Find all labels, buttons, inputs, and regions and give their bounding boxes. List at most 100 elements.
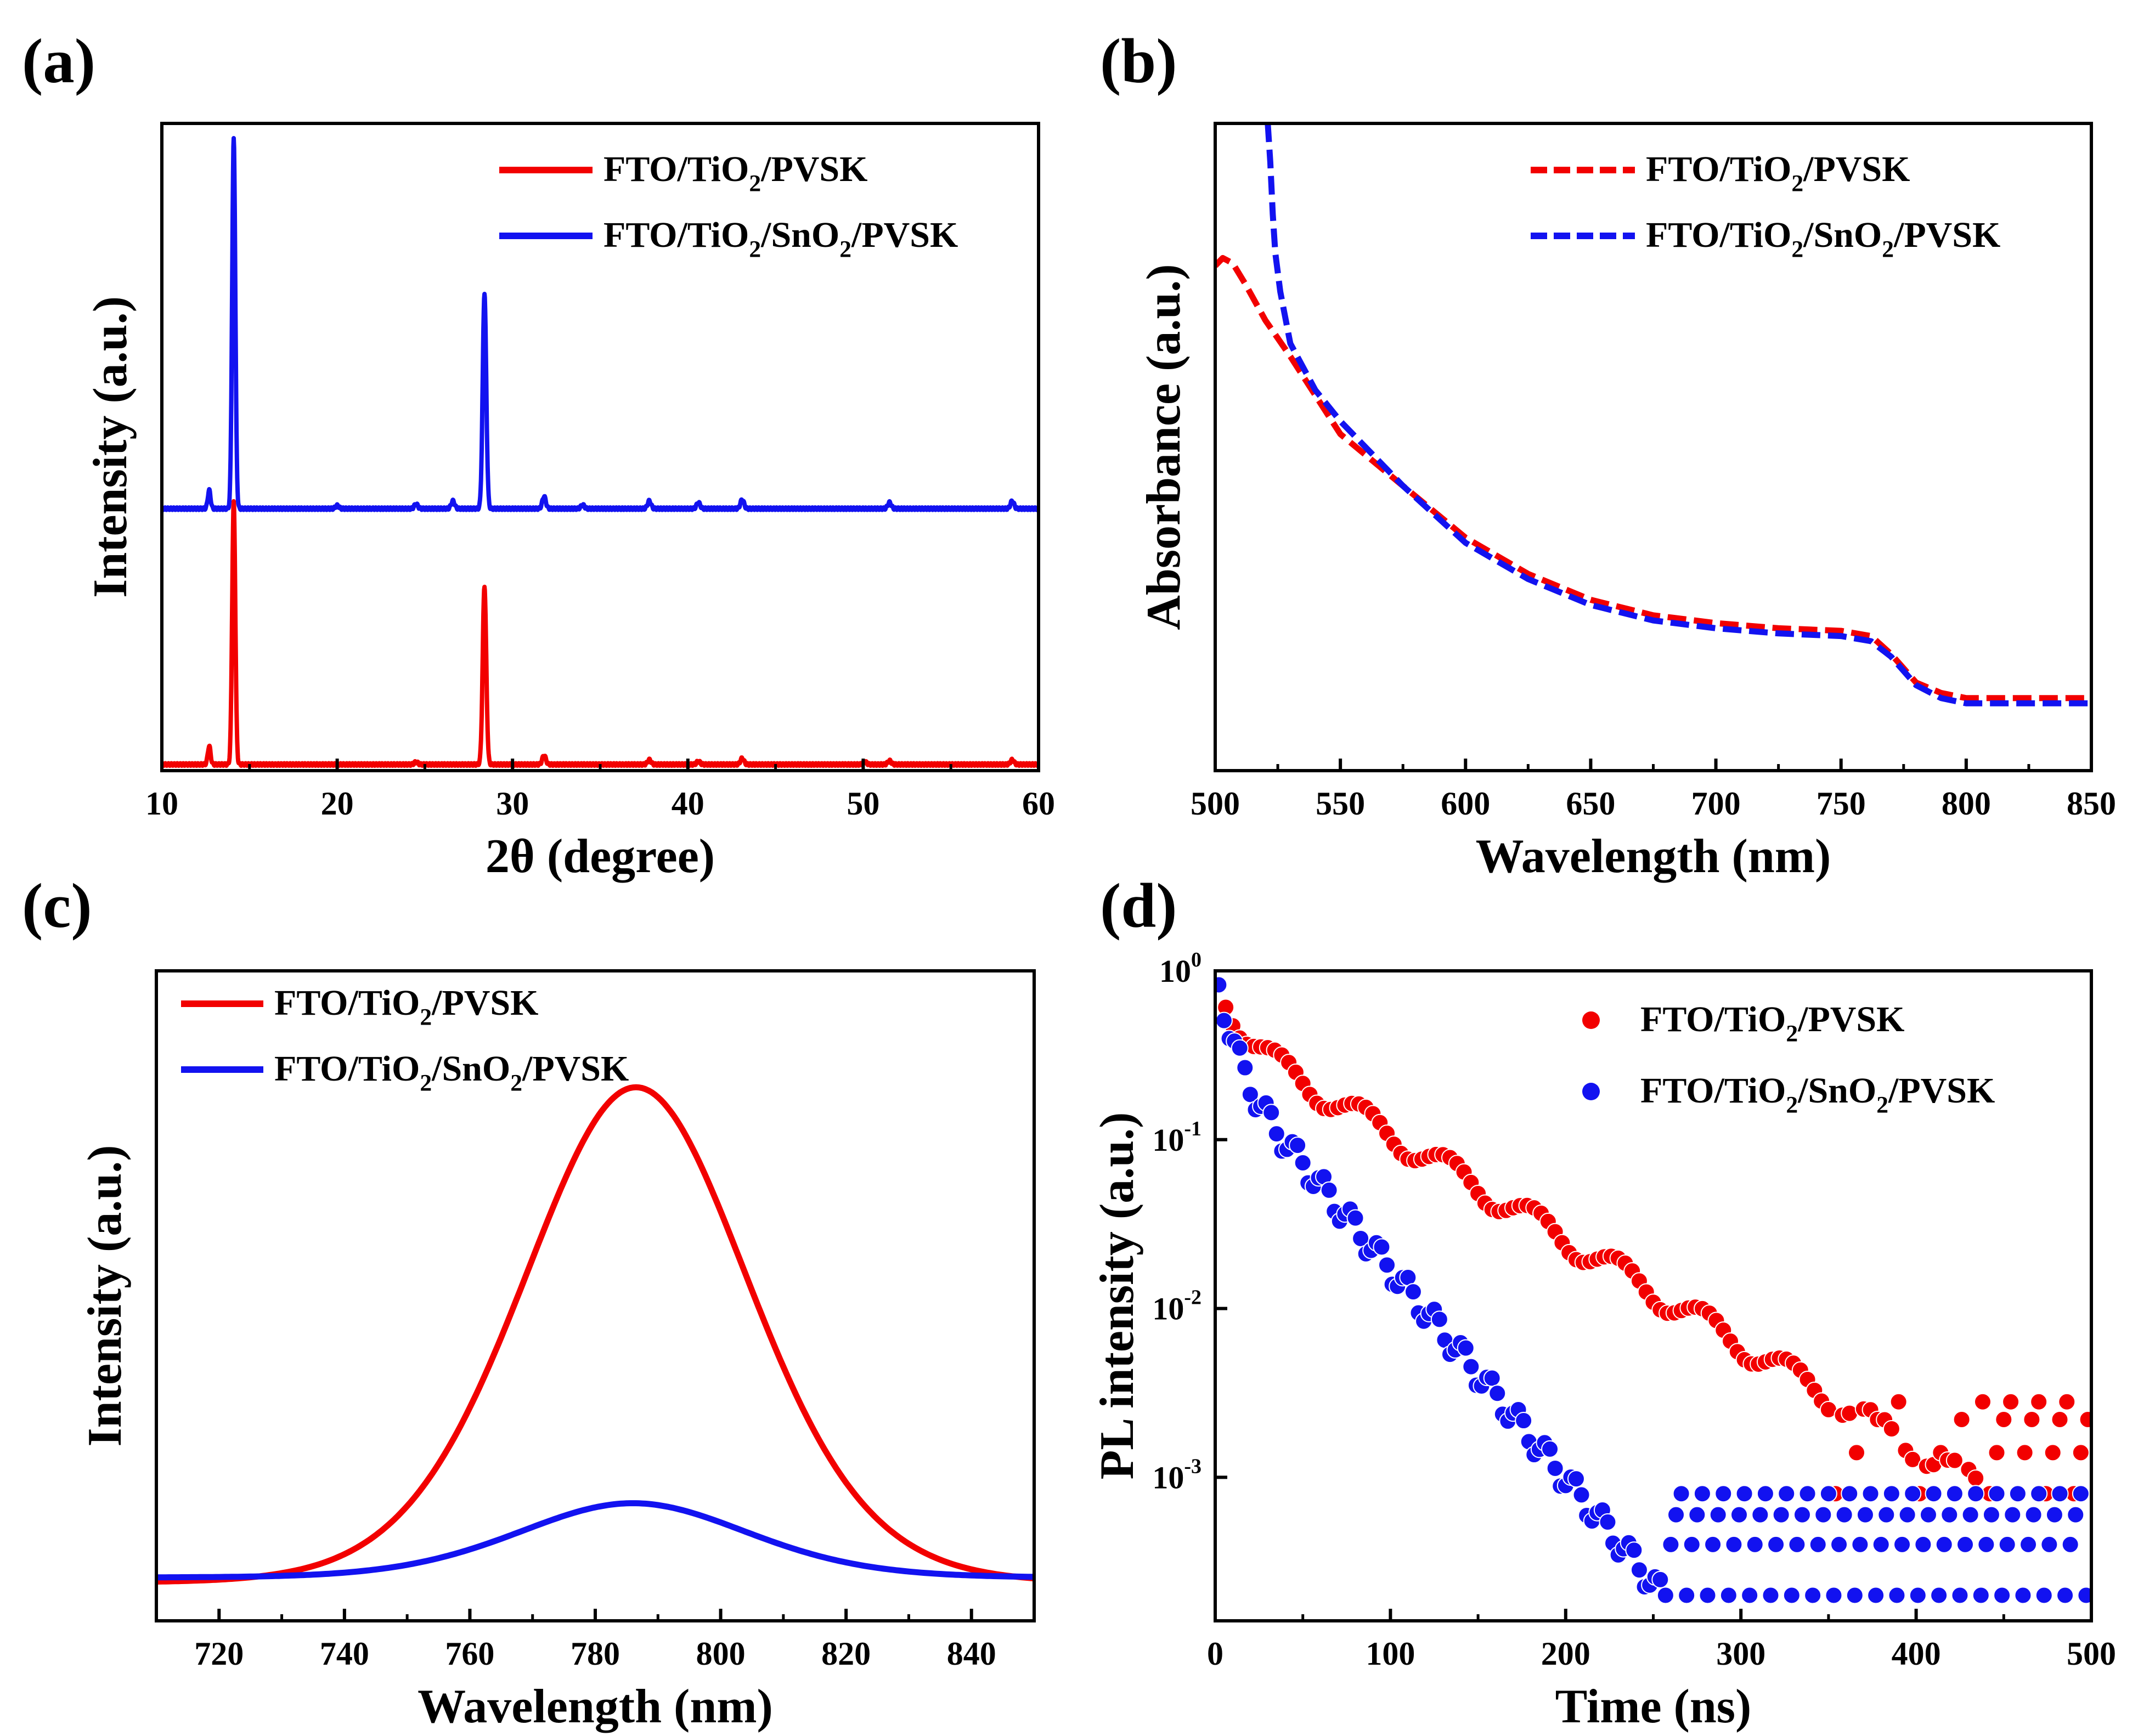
data-point (1982, 1506, 2000, 1524)
data-point (1919, 1506, 1937, 1524)
y-axis-label: Absorbance (a.u.) (1137, 264, 1191, 630)
x-tick-label: 600 (1441, 785, 1490, 822)
legend-item: FTO/TiO2/PVSK (181, 983, 538, 1030)
y-axis-label: Intensity (a.u.) (78, 1145, 132, 1446)
series-line (162, 499, 1039, 768)
y-tick-label: 10-3 (1152, 1455, 1201, 1495)
data-point (2051, 1410, 2069, 1428)
data-point (2023, 1410, 2041, 1428)
data-point (1756, 1485, 1774, 1503)
data-point (1267, 1125, 1285, 1143)
data-point (1725, 1535, 1743, 1553)
data-point (1993, 1586, 2011, 1604)
x-tick-label: 700 (1691, 785, 1741, 822)
data-point (1782, 1586, 1801, 1604)
data-point (1346, 1209, 1364, 1227)
panel-d: (d) 0 100 200 300 400 500 100 10-1 10-2 10-3 Time (… (1091, 871, 2116, 1733)
x-tick-label: 760 (445, 1636, 494, 1672)
legend-item: FTO/TiO2/SnO2/PVSK (499, 215, 958, 262)
data-point (1236, 1059, 1254, 1077)
data-point (1904, 1450, 1922, 1468)
data-point (1430, 1310, 1448, 1328)
y-tick-label: 10-1 (1152, 1117, 1201, 1158)
legend-label: FTO/TiO2/PVSK (603, 149, 867, 196)
data-point (1841, 1485, 1859, 1503)
data-point (1751, 1506, 1769, 1524)
data-point (1625, 1541, 1643, 1559)
data-point (1289, 1136, 1307, 1155)
data-point (1546, 1459, 1564, 1477)
x-tick-label: 20 (321, 785, 354, 822)
data-point (1683, 1535, 1701, 1553)
series-line (162, 135, 1039, 512)
x-tick-label: 650 (1566, 785, 1615, 822)
data-point (1856, 1506, 1874, 1524)
data-point (1231, 1039, 1249, 1057)
series-line (1215, 255, 2091, 702)
data-point (2044, 1444, 2062, 1462)
data-point (1961, 1506, 1979, 1524)
panel-label: (b) (1100, 26, 1177, 96)
data-point (1882, 1485, 1900, 1503)
data-point (1988, 1485, 2006, 1503)
legend-item: FTO/TiO2/SnO2/PVSK (181, 1049, 629, 1096)
x-tick-label: 820 (821, 1636, 871, 1672)
data-point (1767, 1535, 1785, 1553)
data-point (1956, 1535, 1975, 1553)
data-point (1882, 1420, 1900, 1438)
data-point (1662, 1535, 1680, 1553)
x-tick-label: 740 (320, 1636, 369, 1672)
x-axis-label: Time (ns) (1555, 1680, 1752, 1733)
data-point (1867, 1586, 1885, 1604)
x-tick-label: 780 (571, 1636, 620, 1672)
x-tick-label: 500 (2067, 1636, 2116, 1672)
data-point (1872, 1535, 1890, 1553)
data-point (1877, 1506, 1896, 1524)
data-point (2051, 1485, 2069, 1503)
data-point (1809, 1535, 1827, 1553)
data-point (1825, 1586, 1843, 1604)
data-point (1819, 1485, 1837, 1503)
data-point (1861, 1485, 1880, 1503)
legend-label: FTO/TiO2/PVSK (1646, 149, 1910, 196)
data-point (2072, 1444, 2090, 1462)
data-point (1945, 1485, 1964, 1503)
data-point (1814, 1506, 1832, 1524)
data-point (2040, 1535, 2058, 1553)
x-tick-label: 720 (194, 1636, 244, 1672)
data-point (1672, 1485, 1690, 1503)
data-point (2024, 1506, 2043, 1524)
legend-label: FTO/TiO2/SnO2/PVSK (274, 1049, 629, 1096)
data-point (2045, 1506, 2063, 1524)
data-point (1909, 1586, 1927, 1604)
data-point (2009, 1485, 2027, 1503)
data-point (1567, 1470, 1585, 1488)
data-point (1215, 1011, 1233, 1030)
x-tick-label: 800 (696, 1636, 746, 1672)
data-point (2004, 1506, 2022, 1524)
x-tick-label: 50 (847, 785, 879, 822)
data-point (1320, 1181, 1338, 1199)
x-axis-label: 2θ (degree) (486, 830, 715, 883)
series-line (156, 1084, 1034, 1585)
data-point (1709, 1506, 1727, 1524)
data-point (1953, 1410, 1971, 1428)
data-point (1667, 1506, 1685, 1524)
data-point (1462, 1358, 1480, 1376)
data-point (1772, 1506, 1790, 1524)
data-point (1925, 1485, 1943, 1503)
legend-label: FTO/TiO2/PVSK (1640, 999, 1904, 1047)
data-point (1572, 1486, 1590, 1504)
data-point (1788, 1535, 1806, 1553)
legend-label: FTO/TiO2/SnO2/PVSK (603, 215, 958, 262)
x-tick-label: 550 (1316, 785, 1365, 822)
data-point (1798, 1485, 1817, 1503)
data-point (1730, 1506, 1748, 1524)
x-axis-label: Wavelength (nm) (1476, 830, 1831, 883)
data-point (1762, 1586, 1780, 1604)
data-point (1541, 1440, 1559, 1458)
data-point (1945, 1451, 1964, 1469)
data-point (1988, 1444, 2006, 1462)
legend-item: FTO/TiO2/PVSK (1531, 149, 1910, 196)
